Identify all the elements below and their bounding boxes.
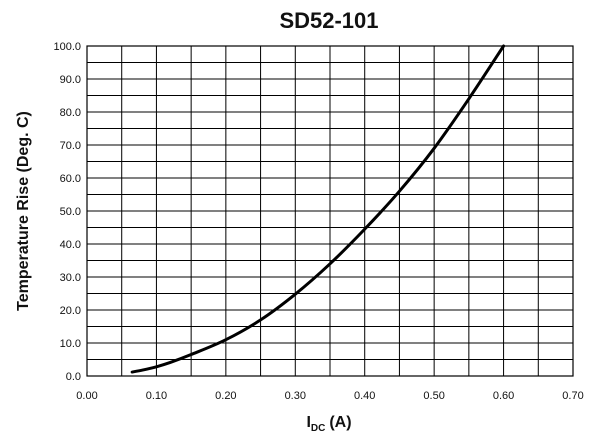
x-tick-label: 0.40 [354,390,375,402]
y-tick-label: 100.0 [53,41,81,53]
x-axis-label-unit: (A) [329,414,351,431]
chart-title: SD52-101 [279,8,378,33]
grid-lines [86,45,574,377]
y-tick-label: 90.0 [60,74,81,86]
x-axis-label: IDC (A) [306,414,351,434]
x-tick-label: 0.10 [146,390,167,402]
y-tick-label: 0.0 [66,371,81,383]
x-axis-label-subscript: DC [311,423,325,434]
x-tick-label: 0.20 [215,390,236,402]
x-tick-label: 0.60 [493,390,514,402]
x-tick-label: 0.00 [76,390,97,402]
y-axis-ticks: 0.0 10.0 20.0 30.0 40.0 50.0 60.0 70.0 80.0 90.0 1… [53,41,81,383]
y-axis-label: Temperature Rise (Deg. C) [15,111,32,311]
x-axis-label-main: I [306,414,310,431]
y-tick-label: 50.0 [60,206,81,218]
series-group [130,44,506,374]
x-tick-label: 0.30 [285,390,306,402]
plot-area-frame [86,45,574,377]
x-tick-label: 0.50 [423,390,444,402]
y-tick-label: 30.0 [60,272,81,284]
y-tick-label: 60.0 [60,173,81,185]
y-tick-label: 40.0 [60,239,81,251]
x-tick-label: 0.70 [562,390,583,402]
series-line [130,44,506,374]
y-tick-label: 10.0 [60,338,81,350]
y-tick-label: 80.0 [60,107,81,119]
y-tick-label: 20.0 [60,305,81,317]
x-axis-ticks: 0.00 0.10 0.20 0.30 0.40 0.50 0.60 0.70 [76,390,583,402]
y-tick-label: 70.0 [60,140,81,152]
